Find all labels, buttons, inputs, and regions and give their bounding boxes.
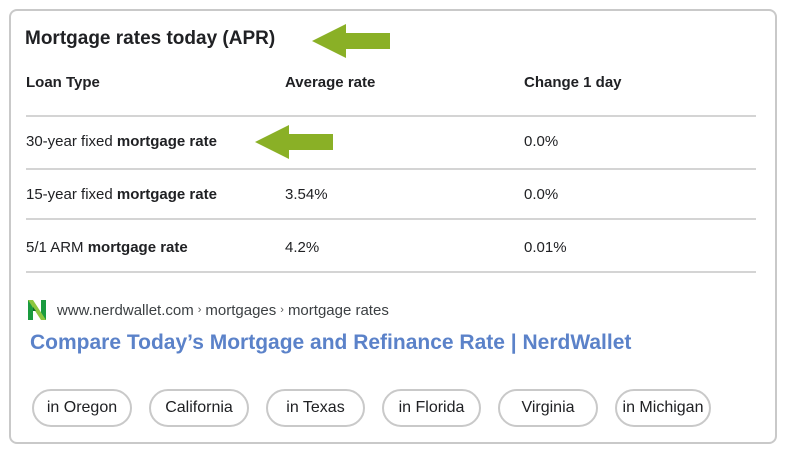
breadcrumb-mortgage-rates[interactable]: mortgage rates — [287, 301, 389, 319]
divider — [26, 115, 756, 117]
divider — [26, 271, 756, 273]
loan-type-cell: 30-year fixed mortgage rate — [26, 133, 217, 150]
chip-california[interactable]: California — [149, 389, 249, 427]
left-arrow-icon — [312, 24, 392, 58]
loan-type-bold: mortgage rate — [87, 239, 188, 256]
table-row: 15-year fixed mortgage rate 3.54% 0.0% — [26, 186, 756, 210]
chip-in-oregon[interactable]: in Oregon — [32, 389, 132, 427]
loan-type-text: 30-year fixed — [26, 133, 117, 150]
table-header: Loan Type Average rate Change 1 day — [26, 74, 756, 98]
loan-type-bold: mortgage rate — [116, 186, 217, 203]
source-breadcrumb: www.nerdwallet.com › mortgages › mortgag… — [27, 299, 389, 321]
related-searches: in Oregon California in Texas in Florida… — [32, 389, 711, 427]
chip-in-michigan[interactable]: in Michigan — [615, 389, 711, 427]
source-domain[interactable]: www.nerdwallet.com — [57, 301, 194, 319]
left-arrow-icon — [255, 125, 335, 159]
chip-virginia[interactable]: Virginia — [498, 389, 598, 427]
average-rate-cell: 4.2% — [285, 239, 320, 256]
result-title-link[interactable]: Compare Today’s Mortgage and Refinance R… — [30, 331, 632, 354]
table-row: 30-year fixed mortgage rate 0.0% — [26, 133, 756, 157]
divider — [26, 218, 756, 220]
mortgage-rates-card: Mortgage rates today (APR) Loan Type Ave… — [9, 9, 777, 444]
loan-type-bold: mortgage rate — [116, 133, 217, 150]
card-title: Mortgage rates today (APR) — [25, 28, 276, 49]
chip-in-florida[interactable]: in Florida — [382, 389, 481, 427]
loan-type-text: 5/1 ARM — [26, 239, 88, 256]
average-rate-cell: 3.54% — [285, 186, 328, 203]
header-change-1-day: Change 1 day — [524, 74, 622, 91]
change-cell: 0.01% — [524, 239, 567, 256]
header-loan-type: Loan Type — [26, 74, 100, 91]
table-row: 5/1 ARM mortgage rate 4.2% 0.01% — [26, 239, 756, 263]
change-cell: 0.0% — [524, 133, 559, 150]
change-cell: 0.0% — [524, 186, 559, 203]
breadcrumb-separator: › — [280, 304, 284, 316]
header-average-rate: Average rate — [285, 74, 376, 91]
chip-in-texas[interactable]: in Texas — [266, 389, 365, 427]
loan-type-cell: 5/1 ARM mortgage rate — [26, 239, 188, 256]
divider — [26, 168, 756, 170]
loan-type-cell: 15-year fixed mortgage rate — [26, 186, 217, 203]
breadcrumb-separator: › — [197, 304, 202, 316]
title-row: Mortgage rates today (APR) — [25, 25, 275, 53]
breadcrumb-mortgages[interactable]: mortgages — [205, 301, 277, 319]
loan-type-text: 15-year fixed — [26, 186, 117, 203]
nerdwallet-logo-icon — [27, 299, 47, 321]
